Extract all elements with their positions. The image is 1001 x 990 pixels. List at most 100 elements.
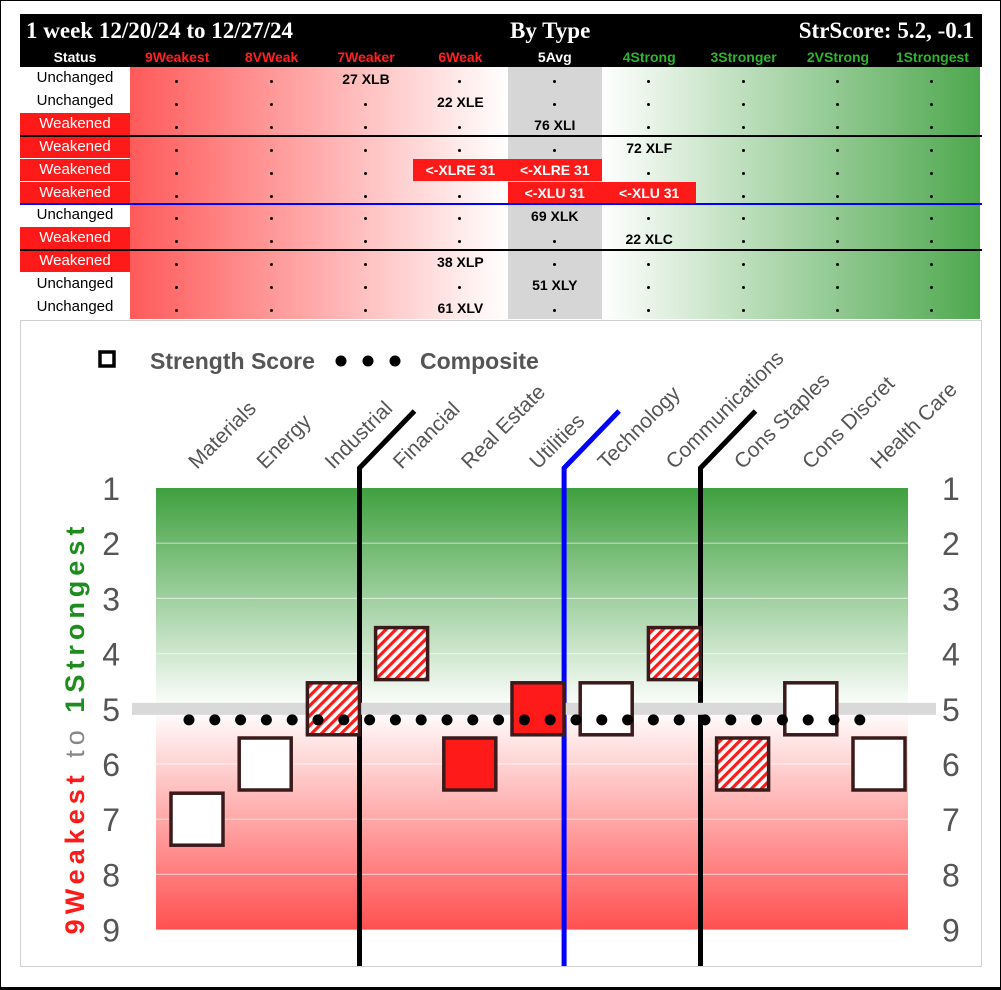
composite-dot [699,714,711,726]
empty-cell-dot [174,125,180,131]
empty-cell-dot [835,262,841,268]
move-arrow-label: <-XLRE 31 [413,158,508,182]
y-tick-left: 6 [102,747,120,783]
strength-marker [510,681,566,737]
strength-marker [442,736,498,792]
composite-dot [622,714,634,726]
group-separator [20,134,982,137]
etf-label: 61 XLV [437,300,484,316]
row-status: Unchanged [36,91,114,109]
etf-label: 72 XLF [626,139,673,156]
empty-cell-dot [741,285,747,291]
empty-cell-dot [646,125,652,131]
strength-marker [851,736,907,792]
etf-label: 27 XLB [342,71,390,87]
table-title-bar: 1 week 12/20/24 to 12/27/24 By Type StrS… [20,14,982,47]
category-label: Financial [389,398,465,474]
empty-cell-dot [929,194,935,200]
empty-cell-dot [929,308,935,314]
row-status: Weakened [20,158,130,181]
empty-cell-dot [835,239,841,245]
empty-cell-dot [646,262,652,268]
row-status: Unchanged [36,275,114,293]
group-divider [357,409,417,967]
legend-composite-label: Composite [420,348,539,374]
composite-dot [725,714,737,726]
y-tick-left: 4 [102,637,120,673]
y-label-to: to [60,713,90,771]
column-header: 2VStrong [806,49,870,65]
period-title: 1 week 12/20/24 to 12/27/24 [26,18,294,43]
empty-cell-dot [363,308,369,314]
y-tick-left: 1 [102,471,120,507]
row-status: Weakened [20,227,130,250]
empty-cell-dot [646,308,652,314]
empty-cell-dot [174,216,180,222]
empty-cell-dot [269,239,275,245]
status-header: Status [53,49,97,65]
strength-table: 1 week 12/20/24 to 12/27/24 By Type StrS… [20,14,982,319]
composite-dot [518,714,530,726]
etf-label: 22 XLC [625,231,673,248]
empty-cell-dot [929,171,935,177]
empty-cell-dot [835,125,841,131]
empty-cell-dot [929,239,935,245]
empty-cell-dot [552,102,558,108]
y-tick-left: 7 [102,802,120,838]
strength-marker [714,736,771,792]
empty-cell-dot [174,79,180,85]
empty-cell-dot [363,194,369,200]
y-tick-right: 9 [942,913,960,949]
empty-cell-dot [457,239,463,245]
column-header: 3Stronger [710,49,777,65]
empty-cell-dot [174,308,180,314]
strength-chart: 1 1 2 2 3 3 4 4 5 5 6 6 7 7 8 8 9 9 Materials Energy Industr… [20,320,982,967]
empty-cell-dot [929,262,935,268]
composite-dot [802,714,814,726]
empty-cell-dot [646,171,652,177]
empty-cell-dot [646,102,652,108]
strscore-title: StrScore: 5.2, -0.1 [798,18,974,43]
empty-cell-dot [741,171,747,177]
y-tick-right: 1 [942,471,960,507]
empty-cell-dot [457,148,463,154]
column-header-row: Status 9Weakest 8VWeak 7Weaker 6Weak 5Avg 4St… [20,47,982,67]
composite-dot [776,714,788,726]
etf-label: 76 XLI [534,116,576,133]
empty-cell-dot [741,216,747,222]
composite-dot [854,714,866,726]
empty-cell-dot [269,125,275,131]
empty-cell-dot [363,125,369,131]
empty-cell-dot [741,79,747,85]
empty-cell-dot [835,308,841,314]
empty-cell-dot [457,194,463,200]
category-label: Communications [662,347,789,474]
empty-cell-dot [741,125,747,131]
y-tick-right: 3 [942,581,960,617]
composite-dot [570,714,582,726]
column-header: 4Strong [622,49,676,65]
y-tick-left: 8 [102,857,120,893]
y-tick-right: 4 [942,637,960,673]
composite-dot [183,714,195,726]
empty-cell-dot [741,308,747,314]
composite-dot [260,714,272,726]
composite-dot [828,714,840,726]
empty-cell-dot [363,239,369,245]
empty-cell-dot [552,148,558,154]
column-header: 8VWeak [244,49,299,65]
y-tick-left: 9 [102,913,120,949]
empty-cell-dot [363,171,369,177]
y-tick-left: 2 [102,526,120,562]
empty-cell-dot [552,79,558,85]
empty-cell-dot [363,285,369,291]
row-status: Weakened [20,135,130,158]
y-tick-right: 8 [942,857,960,893]
composite-dot [647,714,659,726]
composite-dot [596,714,608,726]
strength-marker [646,625,703,682]
category-label: Energy [252,410,316,474]
move-arrow-label: <-XLRE 31 [507,158,602,182]
empty-cell-dot [741,194,747,200]
legend-dot-icon [362,355,374,367]
